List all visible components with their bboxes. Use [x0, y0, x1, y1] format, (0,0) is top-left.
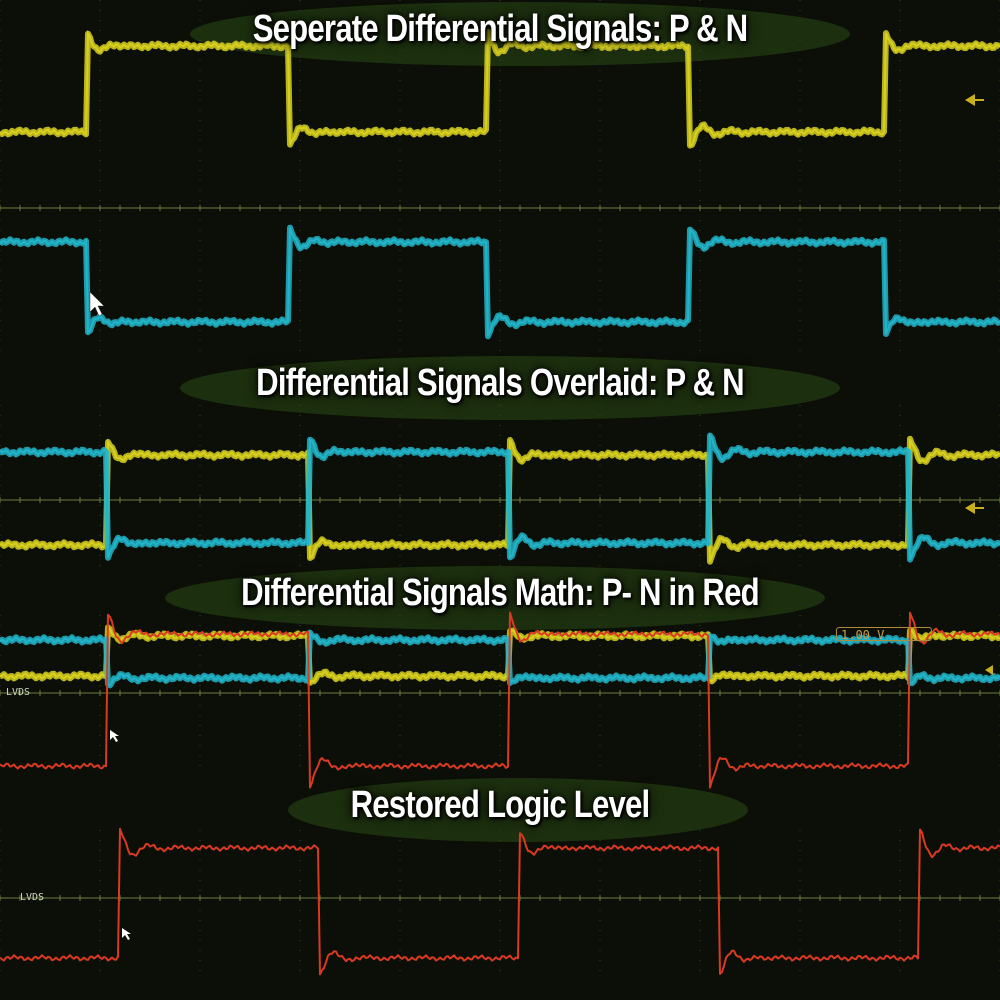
cursor-arrow-icon: [89, 291, 105, 317]
cursor-arrow-icon: [110, 730, 119, 742]
trigger-level-marker-icon: [965, 94, 984, 106]
panel-restored-logic: [0, 827, 1000, 976]
title-glow: [165, 566, 825, 630]
series-line-n: [0, 432, 1000, 561]
trigger-level-marker-icon: [985, 665, 993, 675]
channel-label-math: LVDS: [6, 687, 31, 698]
title-glow: [180, 356, 840, 420]
title-glow: [288, 778, 748, 842]
grid: [0, 405, 1000, 570]
channel-label-restored: LVDS: [20, 892, 45, 903]
scale-readout: 1.00 V: [836, 627, 932, 642]
series-line-p-n-glow: [0, 611, 1000, 789]
panel-math-signals: [0, 611, 1000, 789]
series-line-p: [0, 438, 1000, 563]
series-line-p-n-glow: [0, 827, 1000, 976]
grid: [0, 615, 1000, 775]
series-line-n: [0, 629, 1000, 687]
panel-overlaid-signals: [0, 405, 1000, 570]
cursor-arrow-icon: [122, 928, 131, 940]
grid: [0, 830, 1000, 975]
series-line-p: [0, 625, 1000, 686]
series-line-n: [0, 227, 1000, 337]
series-line-p: [0, 29, 1000, 147]
grid: [0, 0, 1000, 355]
trigger-level-marker-icon: [965, 502, 984, 514]
panel-separate-signals: [0, 0, 1000, 355]
